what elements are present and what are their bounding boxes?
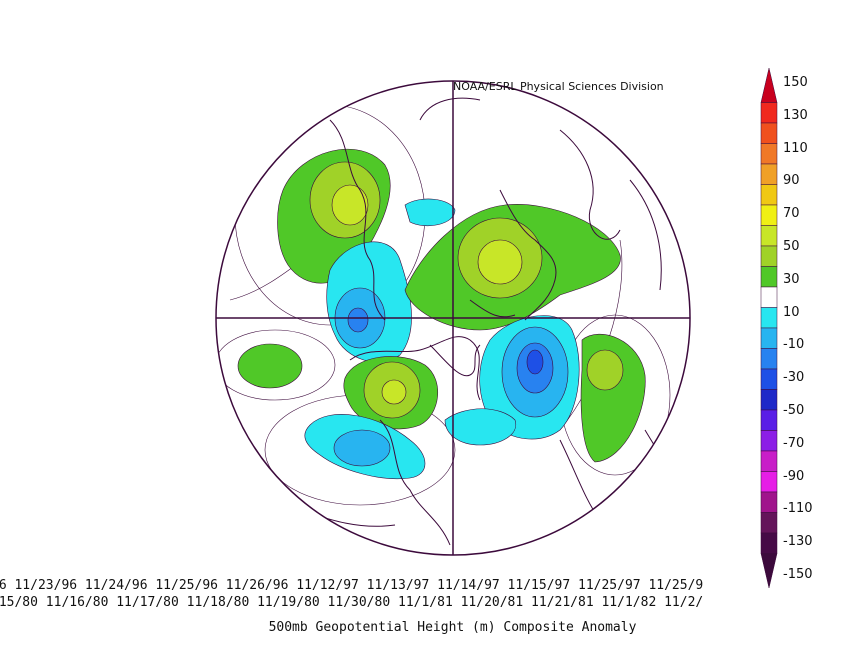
colorbar-label: 50 [783, 239, 800, 254]
colorbar-swatch [760, 491, 778, 513]
dates-line-2: /15/80 11/16/80 11/17/80 11/18/80 11/19/… [0, 595, 704, 610]
colorbar-label: -150 [783, 567, 813, 582]
colorbar-label: -130 [783, 534, 813, 550]
colorbar-swatch [760, 327, 778, 349]
colorbar-swatch [760, 204, 778, 226]
colorbar-swatch [760, 286, 778, 308]
western-europe-positive-anomaly [580, 333, 646, 463]
colorbar-swatch [760, 245, 778, 267]
colorbar-swatch [760, 430, 778, 452]
colorbar-label: 30 [783, 271, 800, 287]
colorbar [760, 67, 778, 589]
colorbar-label: 150 [783, 75, 808, 90]
colorbar-swatch [760, 163, 778, 185]
north-atlantic-negative-anomaly [444, 315, 580, 446]
colorbar-label: -110 [783, 501, 813, 517]
colorbar-swatch [760, 512, 778, 534]
colorbar-swatch [760, 471, 778, 493]
colorbar-swatch [760, 122, 778, 144]
colorbar-swatch [760, 450, 778, 472]
colorbar-swatch [760, 102, 778, 124]
colorbar-label: -50 [783, 403, 805, 418]
colorbar-swatch [760, 184, 778, 206]
map-title: 500mb Geopotential Height (m) Composite … [268, 620, 637, 635]
colorbar-label: 130 [783, 107, 808, 123]
canada-positive-anomaly [343, 356, 438, 430]
colorbar-swatch [760, 368, 778, 390]
colorbar-label: -10 [783, 337, 805, 353]
siberia-negative-anomaly [304, 414, 426, 480]
colorbar-swatch [760, 553, 778, 589]
eastern-north-pacific-positive-anomaly [237, 343, 303, 389]
west-asia-positive-anomaly [404, 204, 621, 331]
colorbar-label: 10 [783, 304, 800, 320]
colorbar-label: 90 [783, 173, 800, 189]
colorbar-label: 70 [783, 206, 800, 222]
colorbar-swatch [760, 389, 778, 411]
colorbar-swatch [760, 225, 778, 247]
colorbar-swatch [760, 143, 778, 165]
colorbar-label: 110 [783, 140, 808, 156]
colorbar-label: -90 [783, 468, 805, 484]
colorbar-swatch [760, 409, 778, 431]
colorbar-swatch [760, 532, 778, 554]
colorbar-label: -70 [783, 435, 805, 451]
credit-text: NOAA/ESRL Physical Sciences Division [453, 80, 664, 93]
colorbar-label: -30 [783, 370, 805, 386]
colorbar-swatch [760, 348, 778, 370]
colorbar-swatch [760, 67, 778, 103]
anomaly-fields [216, 97, 681, 546]
colorbar-swatch [760, 307, 778, 329]
colorbar-swatch [760, 266, 778, 288]
dates-line-1: 96 11/23/96 11/24/96 11/25/96 11/26/96 1… [0, 578, 704, 593]
